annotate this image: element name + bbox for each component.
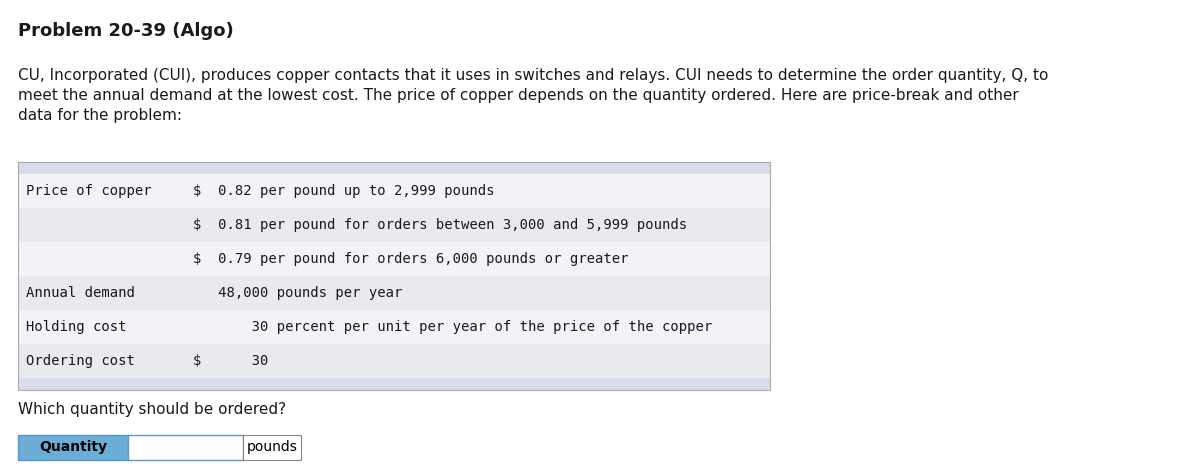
Text: data for the problem:: data for the problem: [18,108,182,123]
Text: $      30: $ 30 [193,354,269,368]
Text: 48,000 pounds per year: 48,000 pounds per year [193,286,402,300]
Bar [18,310,770,344]
Text: $  0.82 per pound up to 2,999 pounds: $ 0.82 per pound up to 2,999 pounds [193,184,494,198]
Bar [18,162,770,174]
Bar [18,276,770,310]
Text: Quantity: Quantity [38,440,107,455]
Polygon shape [128,442,136,454]
Bar [18,162,770,390]
Text: Holding cost: Holding cost [26,320,126,334]
Text: Ordering cost: Ordering cost [26,354,134,368]
Bar [18,208,770,242]
Bar [18,242,770,276]
Text: CU, Incorporated (CUI), produces copper contacts that it uses in switches and re: CU, Incorporated (CUI), produces copper … [18,68,1049,83]
Text: pounds: pounds [246,440,298,455]
Bar [128,435,242,460]
Bar [18,435,128,460]
Text: meet the annual demand at the lowest cost. The price of copper depends on the qu: meet the annual demand at the lowest cos… [18,88,1019,103]
Text: Annual demand: Annual demand [26,286,134,300]
Text: Which quantity should be ordered?: Which quantity should be ordered? [18,402,286,417]
Text: $  0.81 per pound for orders between 3,000 and 5,999 pounds: $ 0.81 per pound for orders between 3,00… [193,218,688,232]
Text: $  0.79 per pound for orders 6,000 pounds or greater: $ 0.79 per pound for orders 6,000 pounds… [193,252,629,266]
Text: 30 percent per unit per year of the price of the copper: 30 percent per unit per year of the pric… [193,320,713,334]
Bar [18,174,770,208]
Text: Price of copper: Price of copper [26,184,151,198]
Bar [242,435,301,460]
Text: Problem 20-39 (Algo): Problem 20-39 (Algo) [18,22,234,40]
Bar [18,344,770,378]
Bar [18,378,770,390]
